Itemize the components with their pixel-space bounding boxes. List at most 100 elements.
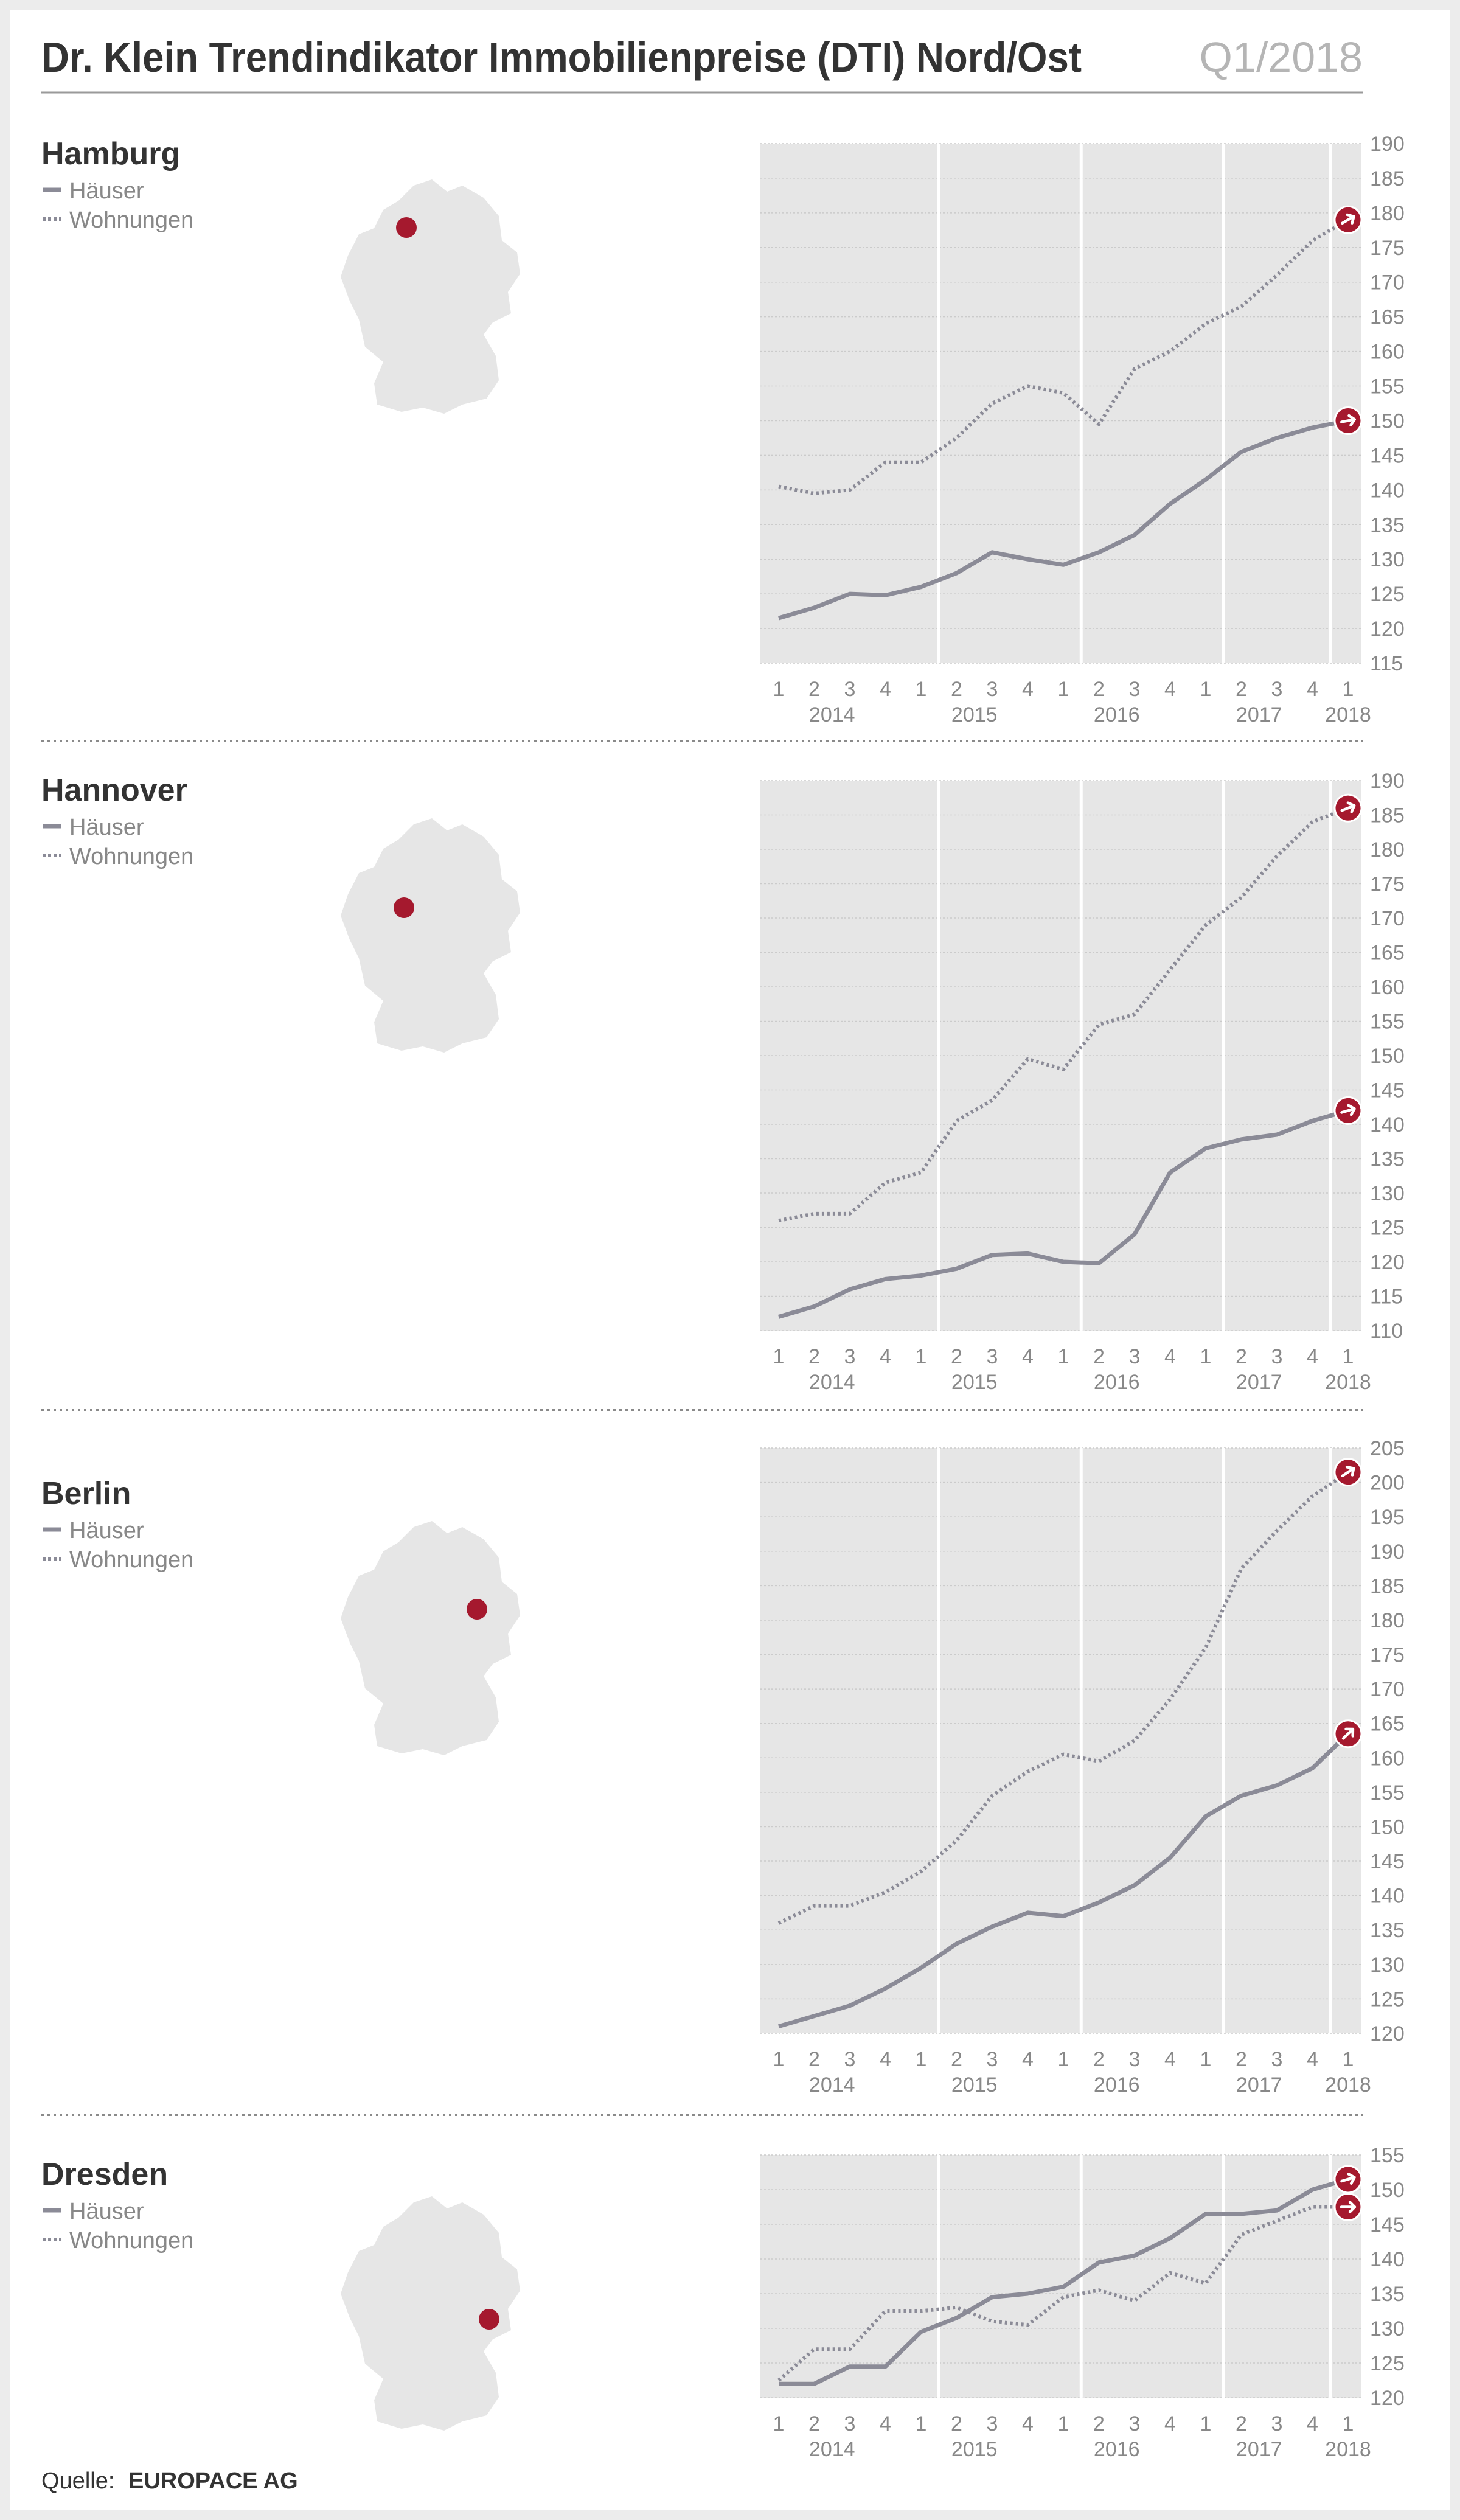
y-tick-label: 205 <box>1370 1437 1405 1460</box>
y-tick-label: 125 <box>1370 1988 1405 2011</box>
y-tick-label: 190 <box>1370 1540 1405 1564</box>
y-tick-label: 155 <box>1370 2144 1405 2167</box>
x-tick-label: 1 <box>916 2412 927 2435</box>
x-year-label: 2014 <box>809 2073 855 2097</box>
y-tick-label: 155 <box>1370 1781 1405 1805</box>
x-year-label: 2016 <box>1094 2073 1140 2097</box>
x-tick-label: 4 <box>1307 678 1318 701</box>
y-tick-label: 150 <box>1370 1045 1405 1068</box>
arrow-glyph <box>1340 2201 1357 2213</box>
x-tick-label: 2 <box>951 2048 962 2071</box>
x-year-label: 2015 <box>951 2438 998 2461</box>
city-location-dot <box>479 2309 499 2330</box>
x-tick-label: 2 <box>951 678 962 701</box>
y-tick-label: 185 <box>1370 1575 1405 1598</box>
x-tick-label: 2 <box>808 2412 820 2435</box>
x-tick-label: 3 <box>1271 678 1283 701</box>
x-tick-label: 4 <box>1022 2412 1034 2435</box>
x-tick-label: 2 <box>808 678 820 701</box>
y-tick-label: 175 <box>1370 873 1405 896</box>
series-line-haeuser <box>779 2177 1349 2386</box>
series-line-haeuser <box>778 419 1349 621</box>
x-tick-label: 3 <box>1129 2412 1141 2435</box>
y-tick-label: 195 <box>1370 1506 1405 1529</box>
x-tick-label: 3 <box>844 2048 856 2071</box>
x-tick-label: 1 <box>1058 2412 1069 2435</box>
germany-map <box>341 179 520 414</box>
y-tick-label: 135 <box>1370 513 1405 537</box>
y-tick-label: 145 <box>1370 444 1405 467</box>
plot-area <box>760 2155 1361 2398</box>
y-tick-label: 130 <box>1370 1954 1405 1977</box>
x-year-label: 2017 <box>1236 703 1282 726</box>
y-tick-label: 165 <box>1370 1713 1405 1736</box>
y-tick-label: 175 <box>1370 237 1405 260</box>
legend-houses-label: Häuser <box>69 815 144 840</box>
y-tick-label: 125 <box>1370 1217 1405 1240</box>
x-tick-label: 4 <box>1307 2412 1318 2435</box>
x-tick-label: 2 <box>951 2412 962 2435</box>
arrow-glyph <box>1341 1727 1355 1740</box>
trend-arrow-icon <box>1333 406 1363 435</box>
x-tick-label: 1 <box>916 1345 927 1368</box>
page-title: Dr. Klein Trendindikator Immobilienpreis… <box>41 33 1082 81</box>
x-tick-label: 3 <box>1271 1345 1283 1368</box>
y-tick-label: 120 <box>1370 1251 1405 1274</box>
germany-shape <box>341 2196 520 2431</box>
y-tick-label: 155 <box>1370 1011 1405 1034</box>
x-tick-label: 1 <box>1058 1345 1069 1368</box>
series-line-haeuser <box>778 1109 1349 1319</box>
x-tick-label: 2 <box>1093 2048 1105 2071</box>
x-tick-label: 1 <box>1058 678 1069 701</box>
germany-shape <box>341 179 520 414</box>
arrow-glyph <box>1341 1466 1355 1478</box>
x-tick-label: 3 <box>987 678 998 701</box>
x-tick-label: 2 <box>1236 1345 1247 1368</box>
y-tick-label: 120 <box>1370 618 1405 641</box>
x-tick-label: 2 <box>1093 1345 1105 1368</box>
x-year-label: 2015 <box>951 2073 998 2097</box>
x-tick-label: 2 <box>1236 2412 1247 2435</box>
x-year-label: 2015 <box>951 703 998 726</box>
legend-houses-label: Häuser <box>69 1518 144 1544</box>
x-year-label: 2017 <box>1236 2073 1282 2097</box>
x-year-label: 2014 <box>809 703 855 726</box>
y-tick-label: 135 <box>1370 1919 1405 1942</box>
legend-houses-label: Häuser <box>69 178 144 204</box>
x-tick-label: 3 <box>1129 678 1141 701</box>
y-tick-label: 150 <box>1370 1815 1405 1839</box>
x-year-label: 2016 <box>1094 2438 1140 2461</box>
panel-hannover: HannoverHäuserWohnungen11011512012513013… <box>41 770 1405 1411</box>
plot-area <box>760 1448 1361 2033</box>
x-tick-label: 4 <box>880 1345 891 1368</box>
germany-map <box>341 818 520 1053</box>
x-year-label: 2016 <box>1094 703 1140 726</box>
x-tick-label: 3 <box>844 2412 856 2435</box>
x-year-label: 2014 <box>809 2438 855 2461</box>
y-tick-label: 160 <box>1370 976 1405 999</box>
trend-arrow-icon <box>1333 1458 1363 1487</box>
x-tick-label: 1 <box>1058 2048 1069 2071</box>
x-tick-label: 2 <box>1093 678 1105 701</box>
city-location-dot <box>467 1599 487 1620</box>
city-title: Hamburg <box>41 136 180 172</box>
x-tick-label: 1 <box>773 2412 785 2435</box>
germany-shape <box>341 1521 520 1755</box>
arrow-glyph <box>1340 1104 1356 1116</box>
y-tick-label: 160 <box>1370 341 1405 364</box>
trend-arrow-icon <box>1333 793 1363 823</box>
x-tick-label: 4 <box>880 2048 891 2071</box>
series-line-wohnungen <box>777 1471 1349 1925</box>
series-line-wohnungen <box>778 806 1349 1223</box>
y-tick-label: 125 <box>1370 583 1405 606</box>
x-tick-label: 3 <box>1129 1345 1141 1368</box>
y-tick-label: 180 <box>1370 1609 1405 1632</box>
germany-map <box>341 1521 520 1755</box>
x-tick-label: 1 <box>1343 2048 1354 2071</box>
y-tick-label: 170 <box>1370 271 1405 294</box>
source-value: EUROPACE AG <box>128 2468 298 2494</box>
y-tick-label: 190 <box>1370 770 1405 793</box>
x-tick-label: 4 <box>1022 2048 1034 2071</box>
y-tick-label: 170 <box>1370 1678 1405 1701</box>
x-tick-label: 4 <box>1022 678 1034 701</box>
